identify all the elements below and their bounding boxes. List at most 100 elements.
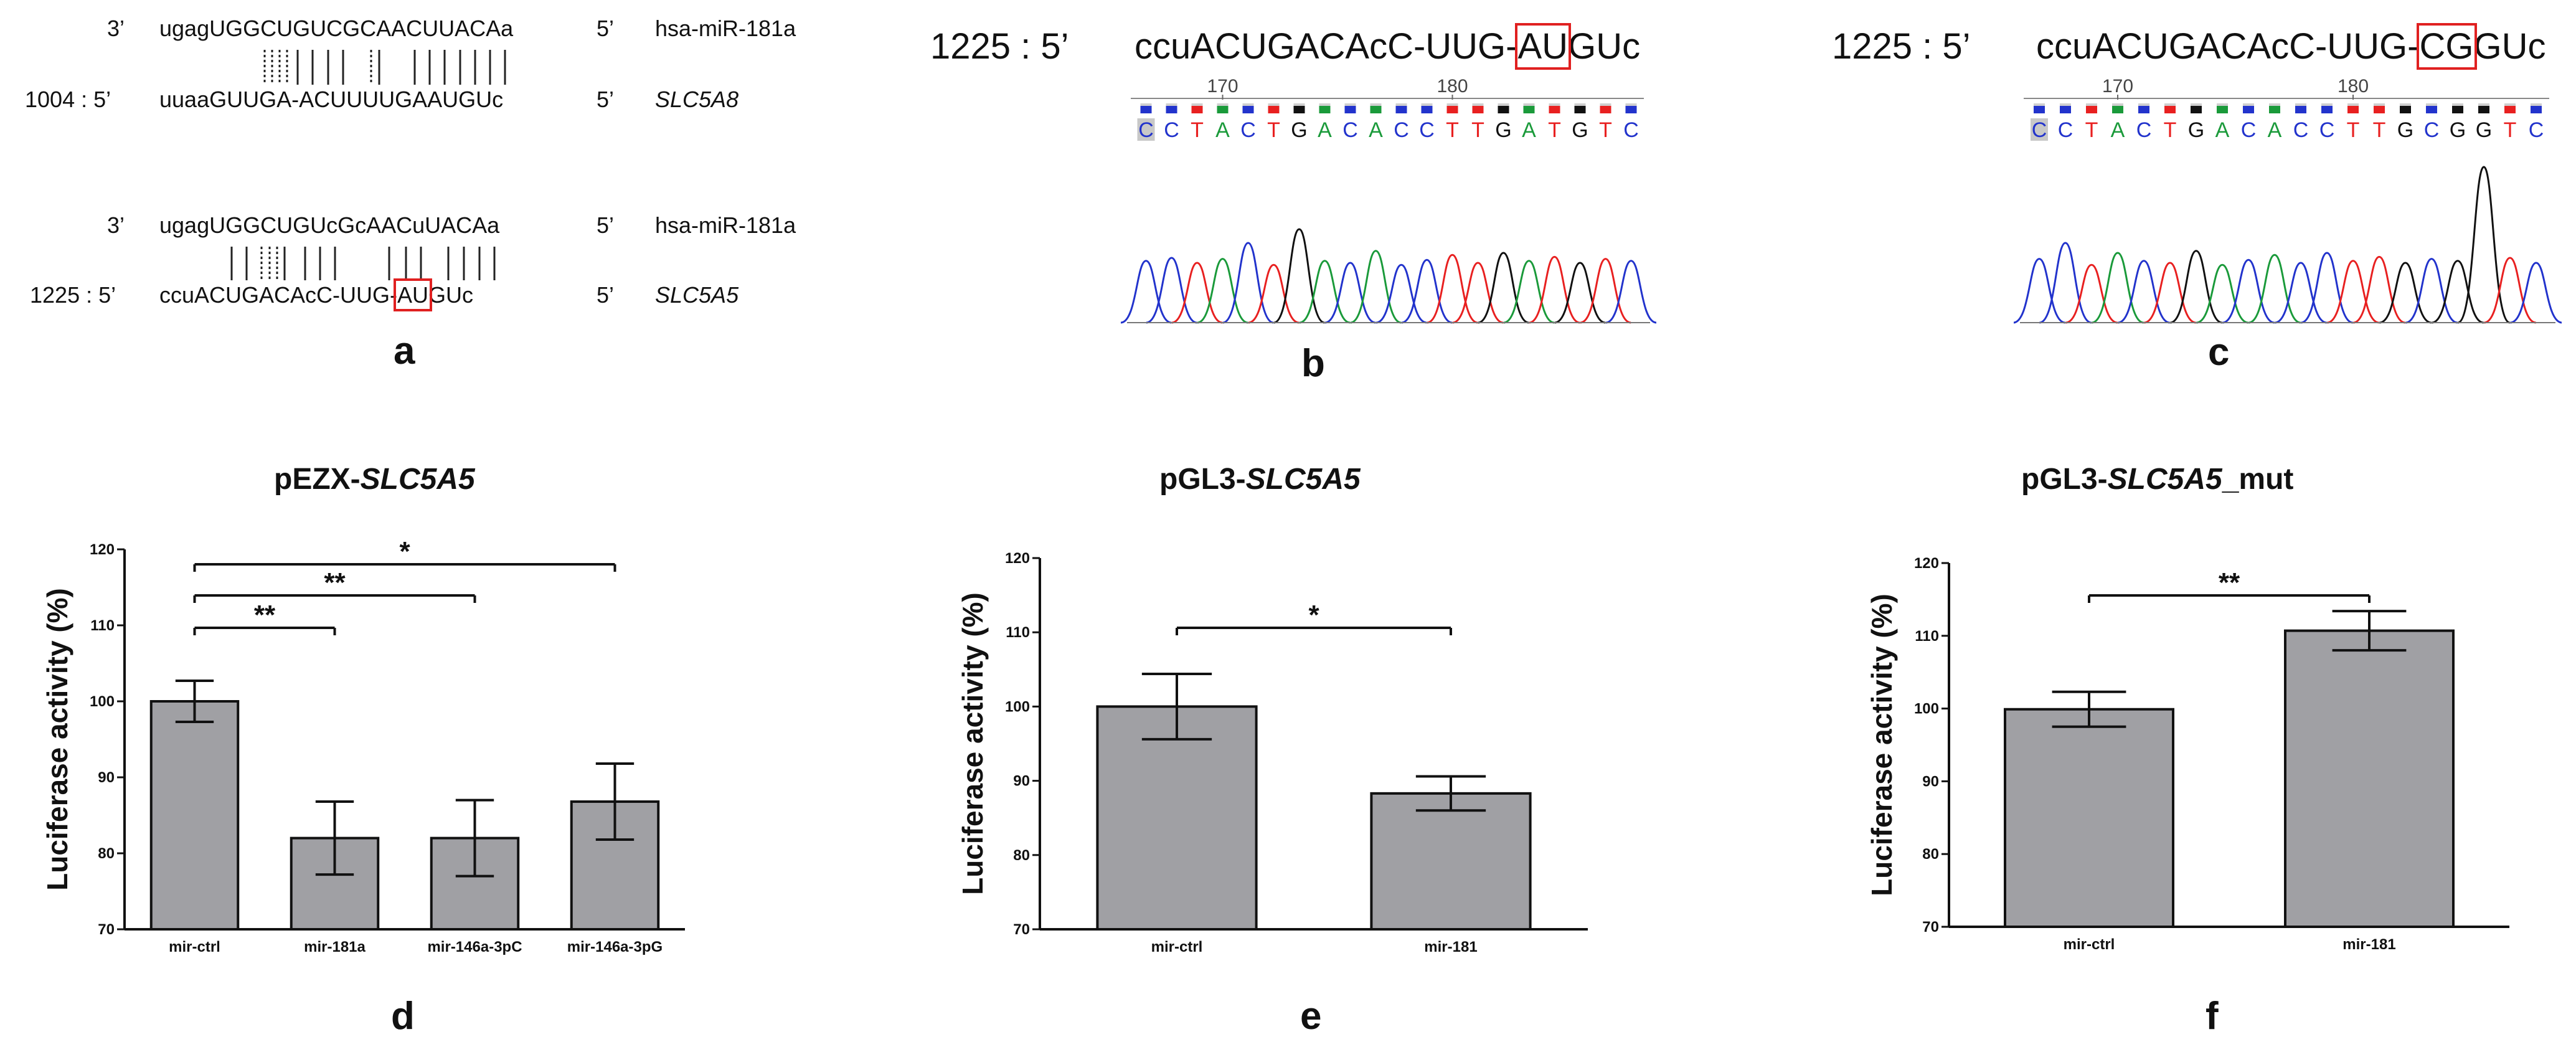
x-tick-label: mir-146a-3pC xyxy=(427,939,522,955)
position-tick-label: 170 xyxy=(1207,76,1238,97)
y-tick-label: 90 xyxy=(1922,773,1939,790)
panel-letter-f: f xyxy=(2206,995,2219,1038)
target-sequence-top: uuaaGUUGA-ACUUUUGAAUGUc xyxy=(159,87,504,112)
trace-peak xyxy=(2379,262,2432,324)
bar-chart-d: Luciferase activity (%) 70 80 90 100 110 120 mi… xyxy=(41,536,685,955)
sequence-header-b: ccuACUGACAcC-UUG-AUGUc xyxy=(1135,23,1640,70)
trace-peak xyxy=(2196,263,2249,324)
mirna-suffix-top: 5’ xyxy=(597,16,615,41)
base-color-marker xyxy=(1268,106,1280,113)
base-call-letter: A xyxy=(2268,118,2282,142)
base-color-marker xyxy=(2295,106,2306,113)
mutated-site-box: AU xyxy=(1514,23,1572,70)
base-color-marker xyxy=(1166,106,1177,113)
base-call-letter: T xyxy=(2504,118,2517,142)
trace-peak xyxy=(2274,262,2328,324)
trace-peak xyxy=(1503,260,1555,324)
base-color-marker xyxy=(2374,106,2385,113)
x-tick-label: mir-181a xyxy=(304,939,366,955)
bar xyxy=(149,700,240,931)
position-tick-label: 170 xyxy=(2102,76,2133,97)
trace-peak xyxy=(2457,166,2511,324)
trace-peak xyxy=(2014,258,2066,324)
y-tick-label: 120 xyxy=(90,541,115,558)
base-call-letter: T xyxy=(1599,118,1612,142)
base-color-marker xyxy=(2400,106,2411,113)
trace-peak xyxy=(1350,250,1402,324)
base-call-letter: A xyxy=(1318,118,1332,142)
base-call-letter: C xyxy=(2241,118,2257,142)
x-tick-label: mir-ctrl xyxy=(169,939,220,955)
base-color-marker xyxy=(1140,106,1152,113)
significance-label: ** xyxy=(2219,567,2240,598)
panel-letter-e: e xyxy=(1300,995,1322,1038)
base-call-letter: T xyxy=(2373,118,2386,142)
base-call-letter: T xyxy=(2164,118,2177,142)
chart-title-prefix: pEZX- xyxy=(274,463,361,496)
base-call-letter: T xyxy=(1446,118,1459,142)
trace-peak xyxy=(2431,260,2484,324)
y-axis-label: Luciferase activity (%) xyxy=(1866,594,1898,896)
trace-peak xyxy=(2248,253,2301,324)
y-tick-label: 110 xyxy=(1915,628,1939,645)
chart-title-e: pGL3-SLC5A5 xyxy=(1159,462,1361,496)
panel-letter-b: b xyxy=(1301,342,1325,385)
trace-peak xyxy=(1248,263,1300,324)
trace-peak xyxy=(1554,262,1606,324)
base-call-letter: C xyxy=(2293,118,2309,142)
mutated-site-box: CG xyxy=(2416,23,2477,70)
base-color-marker xyxy=(2217,106,2228,113)
y-tick-label: 80 xyxy=(1013,847,1030,864)
trace-peak xyxy=(1605,260,1656,324)
y-tick-label: 70 xyxy=(98,921,115,938)
trace-peak xyxy=(2039,242,2092,324)
chart-title-gene: SLC5A5 xyxy=(360,463,475,496)
base-call-letter: T xyxy=(1548,118,1561,142)
base-color-marker xyxy=(2191,106,2202,113)
base-call-letter: G xyxy=(2476,118,2492,142)
y-axis-label: Luciferase activity (%) xyxy=(41,588,73,891)
bar xyxy=(1096,705,1258,931)
mirna-suffix-bottom: 5’ xyxy=(597,212,615,238)
base-color-marker xyxy=(2060,106,2071,113)
mirna-name-top: hsa-miR-181a xyxy=(655,16,796,41)
bar xyxy=(2004,708,2174,928)
base-call-letter: G xyxy=(2450,118,2466,142)
chart-title-f: pGL3-SLC5A5_mut xyxy=(2021,462,2293,496)
base-call-letter: T xyxy=(1191,118,1204,142)
mirna-prefix-bottom: 3’ xyxy=(107,212,125,238)
base-call-letter: C xyxy=(2529,118,2544,142)
base-call-letter: T xyxy=(2347,118,2360,142)
chart-title-prefix: pGL3- xyxy=(2021,463,2108,496)
mirna-sequence-bottom: ugagUGGCUGUcGcAACuUACAa xyxy=(159,212,500,238)
trace-peak xyxy=(2352,255,2406,324)
trace-peak xyxy=(2326,260,2380,324)
position-tick-label: 180 xyxy=(2338,76,2369,97)
base-color-marker xyxy=(1395,106,1407,113)
base-call-letter: C xyxy=(1164,118,1179,142)
y-tick-label: 110 xyxy=(90,617,115,634)
mirna-name-bottom: hsa-miR-181a xyxy=(655,212,796,238)
y-tick-label: 120 xyxy=(1005,550,1030,567)
target-suffix-bottom: 5’ xyxy=(597,282,615,308)
sequence-segment: GUc xyxy=(428,282,474,308)
base-call-letter: A xyxy=(2215,118,2230,142)
base-color-marker xyxy=(2531,106,2542,113)
mutated-site-box: AU xyxy=(394,278,433,311)
trace-peak xyxy=(1401,258,1453,324)
base-call-letter: A xyxy=(2111,118,2125,142)
sequence-prefix-b: 1225 : 5’ xyxy=(930,26,1069,67)
x-tick-label: mir-146a-3pG xyxy=(567,939,663,955)
base-color-marker xyxy=(1319,106,1331,113)
base-call-letter: C xyxy=(1623,118,1639,142)
trace-peak xyxy=(2509,262,2562,324)
sequence-segment: ccuACUGACAcC-UUG- xyxy=(159,282,398,308)
base-call-letter: C xyxy=(1240,118,1256,142)
base-call-letter: G xyxy=(1572,118,1588,142)
target-prefix-top: 1004 : 5’ xyxy=(25,87,111,112)
base-color-marker xyxy=(2452,106,2463,113)
base-call-letter: C xyxy=(2058,118,2074,142)
y-tick-label: 100 xyxy=(90,693,115,710)
selected-base-highlight xyxy=(2031,118,2048,141)
